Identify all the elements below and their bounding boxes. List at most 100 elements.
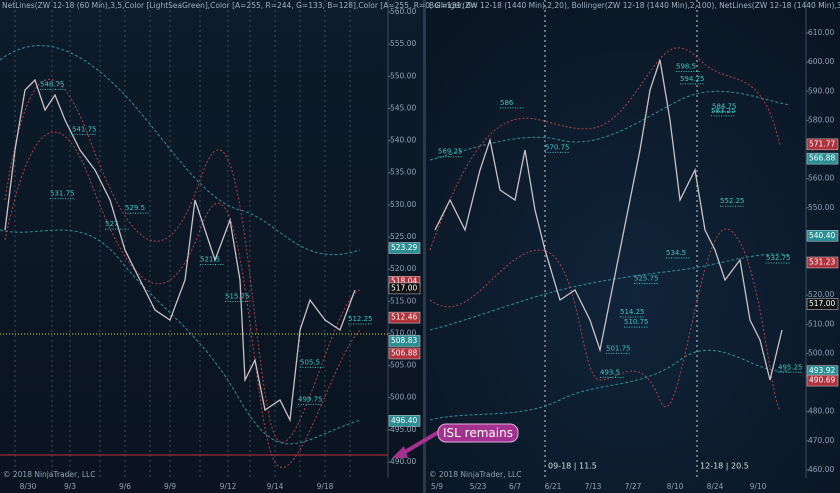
level-label: 495.25: [778, 363, 803, 371]
price-tag: [388, 347, 421, 360]
y-tick-label: 560.00: [808, 174, 834, 183]
price-tag: [806, 298, 839, 310]
price-tag-label: 540.40: [809, 231, 835, 240]
y-tick-label: 515.00: [390, 296, 416, 305]
x-tick-label: 9/14: [267, 482, 284, 491]
price-tag-label: 518.04: [391, 277, 417, 286]
right-header: Bollinger(ZW 12-18 (1440 Min),2,20), Bol…: [429, 1, 840, 10]
price-tag: [806, 138, 839, 151]
y-tick-label: 520.00: [808, 290, 834, 299]
y-tick-label: 560.00: [390, 7, 416, 16]
level-label: 525.75: [634, 274, 659, 282]
level-label: 534.5: [666, 249, 686, 257]
y-tick-label: 495.00: [390, 425, 416, 434]
x-tick-label: 8/24: [707, 482, 724, 491]
price-tag: [806, 152, 839, 165]
level-label: 532.75: [766, 254, 791, 262]
right-copyright: © 2018 NinjaTrader, LLC: [429, 470, 521, 479]
price-tag: [388, 282, 421, 295]
y-tick-label: 520.00: [390, 264, 416, 273]
price-tag-label: 571.77: [809, 139, 835, 148]
price-tag: [806, 230, 839, 242]
y-tick-label: 525.00: [390, 232, 416, 241]
y-tick-label: 555.00: [390, 39, 416, 48]
left-panel: [0, 0, 423, 493]
y-tick-label: 540.00: [390, 136, 416, 145]
y-tick-label: 505.00: [390, 361, 416, 370]
y-tick-label: 480.00: [808, 407, 834, 416]
price-tag: [388, 311, 421, 324]
price-tag-label: 493.92: [809, 366, 835, 375]
y-tick-label: 500.00: [808, 348, 834, 357]
level-label: 552.25: [720, 197, 745, 205]
price-tag-label: 490.69: [809, 376, 835, 385]
session-label: 12-18 | 20.5: [700, 462, 749, 471]
x-tick-label: 7/27: [625, 482, 642, 491]
y-tick-label: 545.00: [390, 103, 416, 112]
price-tag: [806, 374, 839, 387]
level-label: 529.5: [125, 204, 145, 212]
level-label: 499.75: [298, 395, 323, 403]
price-tag-label: 517.00: [391, 283, 417, 292]
level-label: 584.75: [712, 103, 737, 111]
level-label: 527: [105, 220, 118, 228]
price-tag-label: 506.88: [391, 348, 417, 357]
price-tag-label: 496.40: [391, 416, 417, 425]
x-tick-label: 6/7: [509, 482, 521, 491]
annotation-arrow: [398, 428, 444, 457]
price-tag: [388, 242, 421, 254]
left-copyright: © 2018 NinjaTrader, LLC: [3, 470, 95, 479]
x-tick-label: 9/9: [164, 482, 176, 491]
x-tick-label: 6/21: [545, 482, 562, 491]
y-tick-label: 470.00: [808, 436, 834, 445]
price-tag: [388, 335, 421, 347]
annotation: ISL remains: [392, 423, 519, 458]
level-label: 598.5: [676, 63, 696, 71]
price-tag-label: 512.46: [391, 313, 417, 322]
level-label: 515.75: [225, 292, 250, 300]
y-tick-label: 530.00: [390, 200, 416, 209]
price-tag-label: 517.00: [809, 299, 835, 308]
annotation-box: [437, 423, 519, 443]
price-tag-label: 566.88: [809, 154, 835, 163]
y-tick-label: 510.00: [808, 319, 834, 328]
x-tick-label: 9/6: [119, 482, 131, 491]
level-label: 541.75: [72, 125, 97, 133]
level-label: 586: [500, 99, 514, 107]
y-tick-label: 610.00: [808, 28, 834, 37]
level-label: 521.5: [200, 256, 220, 264]
session-label: 09-18 | 11.5: [548, 462, 597, 471]
y-tick-label: 600.00: [808, 57, 834, 66]
x-tick-label: 5/9: [431, 482, 443, 491]
y-tick-label: 490.00: [390, 457, 416, 466]
y-tick-label: 590.00: [808, 86, 834, 95]
price-tag-label: 523.29: [391, 243, 417, 252]
level-label: 493.5: [600, 368, 620, 376]
annotation-text: ISL remains: [443, 426, 513, 440]
x-tick-label: 8/10: [667, 482, 684, 491]
x-tick-label: 7/13: [585, 482, 602, 491]
right-panel: [426, 0, 840, 493]
level-label: 548.75: [40, 80, 65, 88]
annotation-arrowhead: [392, 446, 408, 458]
price-tag-label: 531.23: [809, 257, 835, 266]
level-label: 501.75: [606, 344, 631, 352]
level-label: 512.25: [348, 315, 373, 323]
y-tick-label: 535.00: [390, 168, 416, 177]
x-tick-label: 9/12: [220, 482, 237, 491]
level-label: 594.25: [680, 75, 705, 83]
y-tick-label: 500.00: [390, 393, 416, 402]
price-tag: [806, 256, 839, 269]
right-indicators: [429, 47, 791, 421]
level-label: 505.5: [300, 358, 320, 366]
y-tick-label: 580.00: [808, 115, 834, 124]
y-tick-label: 510.00: [390, 328, 416, 337]
level-label: 514.25: [620, 308, 645, 316]
level-label: 510.75: [624, 318, 649, 326]
y-tick-label: 550.00: [808, 203, 834, 212]
price-tag: [388, 415, 421, 427]
level-label: 583.25: [711, 107, 736, 115]
left-header: NetLines(ZW 12-18 (60 Min),3,5,Color [Li…: [2, 1, 477, 10]
x-tick-label: 5/23: [470, 482, 487, 491]
